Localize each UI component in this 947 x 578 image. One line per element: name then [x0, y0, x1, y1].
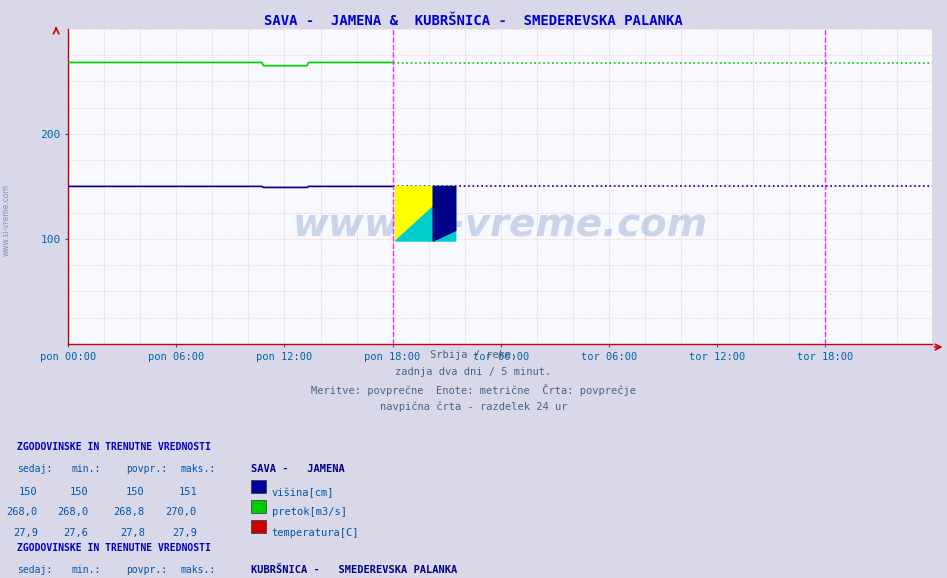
- Text: min.:: min.:: [71, 464, 100, 474]
- Text: sedaj:: sedaj:: [17, 565, 52, 575]
- Text: 27,9: 27,9: [172, 528, 197, 538]
- Text: 150: 150: [19, 487, 38, 497]
- Text: min.:: min.:: [71, 565, 100, 575]
- Text: temperatura[C]: temperatura[C]: [272, 528, 359, 538]
- Text: povpr.:: povpr.:: [126, 464, 167, 474]
- Text: pretok[m3/s]: pretok[m3/s]: [272, 507, 347, 517]
- Text: ZGODOVINSKE IN TRENUTNE VREDNOSTI: ZGODOVINSKE IN TRENUTNE VREDNOSTI: [17, 442, 211, 452]
- Text: 150: 150: [126, 487, 145, 497]
- Text: višina[cm]: višina[cm]: [272, 487, 334, 498]
- Text: maks.:: maks.:: [181, 464, 216, 474]
- Text: www.si-vreme.com: www.si-vreme.com: [293, 205, 707, 243]
- Text: 268,0: 268,0: [57, 507, 88, 517]
- Text: Meritve: povprečne  Enote: metrične  Črta: povprečje: Meritve: povprečne Enote: metrične Črta:…: [311, 384, 636, 397]
- Text: 268,0: 268,0: [7, 507, 38, 517]
- Text: 27,9: 27,9: [13, 528, 38, 538]
- Text: KUBRŠNICA -   SMEDEREVSKA PALANKA: KUBRŠNICA - SMEDEREVSKA PALANKA: [251, 565, 457, 575]
- Text: 268,8: 268,8: [114, 507, 145, 517]
- Polygon shape: [433, 186, 456, 241]
- Text: sedaj:: sedaj:: [17, 464, 52, 474]
- Text: navpična črta - razdelek 24 ur: navpična črta - razdelek 24 ur: [380, 402, 567, 412]
- Text: 27,8: 27,8: [120, 528, 145, 538]
- Text: 150: 150: [69, 487, 88, 497]
- Text: 270,0: 270,0: [166, 507, 197, 517]
- Text: maks.:: maks.:: [181, 565, 216, 575]
- Polygon shape: [396, 186, 456, 241]
- Text: ZGODOVINSKE IN TRENUTNE VREDNOSTI: ZGODOVINSKE IN TRENUTNE VREDNOSTI: [17, 543, 211, 553]
- Text: www.si-vreme.com: www.si-vreme.com: [2, 184, 11, 255]
- Text: zadnja dva dni / 5 minut.: zadnja dva dni / 5 minut.: [396, 367, 551, 377]
- Text: Srbija / reke.: Srbija / reke.: [430, 350, 517, 360]
- Text: povpr.:: povpr.:: [126, 565, 167, 575]
- Polygon shape: [396, 186, 456, 241]
- Text: SAVA -  JAMENA &  KUBRŠNICA -  SMEDEREVSKA PALANKA: SAVA - JAMENA & KUBRŠNICA - SMEDEREVSKA …: [264, 14, 683, 28]
- Text: SAVA -   JAMENA: SAVA - JAMENA: [251, 464, 345, 474]
- Text: 151: 151: [178, 487, 197, 497]
- Text: 27,6: 27,6: [63, 528, 88, 538]
